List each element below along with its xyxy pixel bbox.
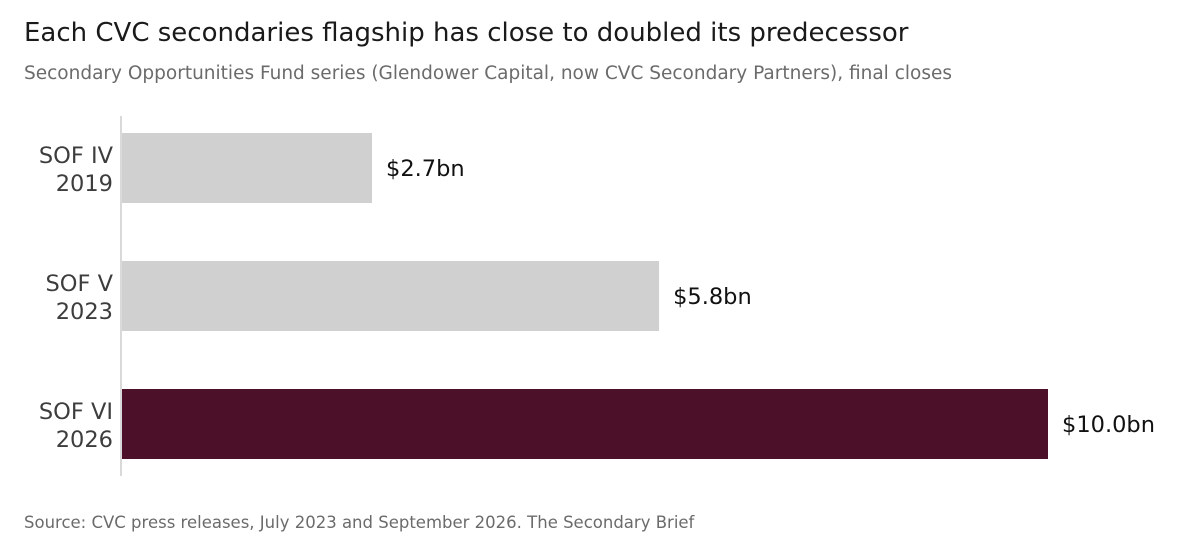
- bar-1: [122, 261, 660, 331]
- value-label-2: $10.0bn: [1062, 412, 1155, 438]
- category-label-2-line-0: SOF VI: [39, 399, 113, 425]
- category-label-0-line-1: 2019: [56, 171, 113, 197]
- chart-title: Each CVC secondaries flagship has close …: [24, 18, 909, 48]
- source-note: Source: CVC press releases, July 2023 an…: [24, 513, 695, 532]
- chart-subtitle: Secondary Opportunities Fund series (Gle…: [24, 63, 952, 84]
- category-label-1-line-0: SOF V: [46, 271, 114, 297]
- category-label-1-line-1: 2023: [56, 299, 113, 325]
- category-label-2-line-1: 2026: [56, 427, 113, 453]
- bar-2: [122, 389, 1048, 459]
- value-label-1: $5.8bn: [673, 284, 752, 310]
- category-label-0-line-0: SOF IV: [39, 143, 114, 169]
- bar-0: [122, 133, 373, 203]
- value-label-0: $2.7bn: [386, 156, 465, 182]
